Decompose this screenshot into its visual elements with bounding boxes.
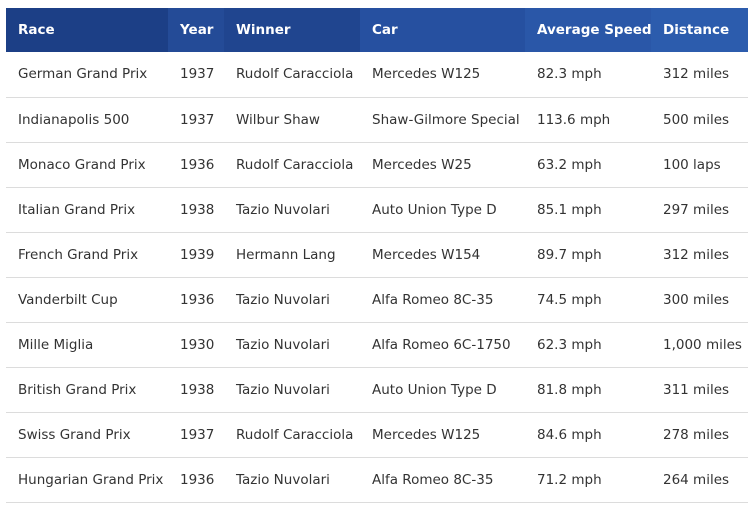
cell-winner: Tazio Nuvolari [224, 187, 360, 233]
table-body: German Grand Prix 1937 Rudolf Caracciola… [6, 52, 748, 503]
cell-distance: 312 miles [651, 52, 748, 98]
cell-winner: Tazio Nuvolari [224, 367, 360, 413]
column-header-average-speed[interactable]: Average Speed [525, 8, 651, 52]
race-results-table-container: Race Year Winner Car Average Speed Dista… [6, 8, 748, 503]
cell-year: 1937 [168, 52, 224, 98]
cell-race: French Grand Prix [6, 232, 168, 278]
cell-year: 1936 [168, 142, 224, 188]
cell-winner: Hermann Lang [224, 232, 360, 278]
table-row: Indianapolis 500 1937 Wilbur Shaw Shaw-G… [6, 97, 748, 143]
cell-car: Mercedes W154 [360, 232, 525, 278]
cell-year: 1936 [168, 277, 224, 323]
cell-average-speed: 85.1 mph [525, 187, 651, 233]
cell-car: Mercedes W25 [360, 142, 525, 188]
table-row: British Grand Prix 1938 Tazio Nuvolari A… [6, 367, 748, 413]
cell-winner: Rudolf Caracciola [224, 142, 360, 188]
cell-race: Mille Miglia [6, 322, 168, 368]
cell-race: Vanderbilt Cup [6, 277, 168, 323]
cell-average-speed: 81.8 mph [525, 367, 651, 413]
cell-average-speed: 63.2 mph [525, 142, 651, 188]
cell-race: Hungarian Grand Prix [6, 457, 168, 503]
cell-car: Shaw-Gilmore Special [360, 97, 525, 143]
cell-race: British Grand Prix [6, 367, 168, 413]
cell-average-speed: 89.7 mph [525, 232, 651, 278]
cell-car: Mercedes W125 [360, 412, 525, 458]
column-header-race[interactable]: Race [6, 8, 168, 52]
cell-car: Auto Union Type D [360, 187, 525, 233]
cell-distance: 278 miles [651, 412, 748, 458]
cell-race: Monaco Grand Prix [6, 142, 168, 188]
cell-winner: Wilbur Shaw [224, 97, 360, 143]
cell-distance: 311 miles [651, 367, 748, 413]
column-header-year[interactable]: Year [168, 8, 224, 52]
header-row: Race Year Winner Car Average Speed Dista… [6, 8, 748, 52]
cell-race: Swiss Grand Prix [6, 412, 168, 458]
cell-race: Italian Grand Prix [6, 187, 168, 233]
column-header-winner[interactable]: Winner [224, 8, 360, 52]
table-row: Swiss Grand Prix 1937 Rudolf Caracciola … [6, 412, 748, 458]
cell-year: 1937 [168, 97, 224, 143]
cell-distance: 500 miles [651, 97, 748, 143]
column-header-distance[interactable]: Distance [651, 8, 748, 52]
cell-distance: 297 miles [651, 187, 748, 233]
cell-winner: Tazio Nuvolari [224, 277, 360, 323]
cell-average-speed: 84.6 mph [525, 412, 651, 458]
cell-distance: 100 laps [651, 142, 748, 188]
race-results-table: Race Year Winner Car Average Speed Dista… [6, 8, 748, 503]
cell-year: 1936 [168, 457, 224, 503]
cell-car: Alfa Romeo 8C-35 [360, 277, 525, 323]
cell-winner: Rudolf Caracciola [224, 52, 360, 98]
table-header: Race Year Winner Car Average Speed Dista… [6, 8, 748, 52]
table-row: Vanderbilt Cup 1936 Tazio Nuvolari Alfa … [6, 277, 748, 323]
cell-winner: Tazio Nuvolari [224, 322, 360, 368]
cell-year: 1937 [168, 412, 224, 458]
cell-average-speed: 71.2 mph [525, 457, 651, 503]
table-row: Hungarian Grand Prix 1936 Tazio Nuvolari… [6, 457, 748, 503]
cell-year: 1930 [168, 322, 224, 368]
cell-distance: 264 miles [651, 457, 748, 503]
cell-distance: 312 miles [651, 232, 748, 278]
cell-race: Indianapolis 500 [6, 97, 168, 143]
cell-average-speed: 113.6 mph [525, 97, 651, 143]
table-row: Italian Grand Prix 1938 Tazio Nuvolari A… [6, 187, 748, 233]
cell-car: Alfa Romeo 6C-1750 [360, 322, 525, 368]
cell-distance: 300 miles [651, 277, 748, 323]
cell-car: Mercedes W125 [360, 52, 525, 98]
cell-winner: Tazio Nuvolari [224, 457, 360, 503]
cell-year: 1938 [168, 187, 224, 233]
cell-distance: 1,000 miles [651, 322, 748, 368]
cell-race: German Grand Prix [6, 52, 168, 98]
cell-year: 1939 [168, 232, 224, 278]
cell-average-speed: 82.3 mph [525, 52, 651, 98]
table-row: Monaco Grand Prix 1936 Rudolf Caracciola… [6, 142, 748, 188]
cell-average-speed: 62.3 mph [525, 322, 651, 368]
cell-average-speed: 74.5 mph [525, 277, 651, 323]
table-row: French Grand Prix 1939 Hermann Lang Merc… [6, 232, 748, 278]
table-row: Mille Miglia 1930 Tazio Nuvolari Alfa Ro… [6, 322, 748, 368]
cell-winner: Rudolf Caracciola [224, 412, 360, 458]
column-header-car[interactable]: Car [360, 8, 525, 52]
cell-car: Alfa Romeo 8C-35 [360, 457, 525, 503]
cell-car: Auto Union Type D [360, 367, 525, 413]
table-row: German Grand Prix 1937 Rudolf Caracciola… [6, 52, 748, 98]
cell-year: 1938 [168, 367, 224, 413]
